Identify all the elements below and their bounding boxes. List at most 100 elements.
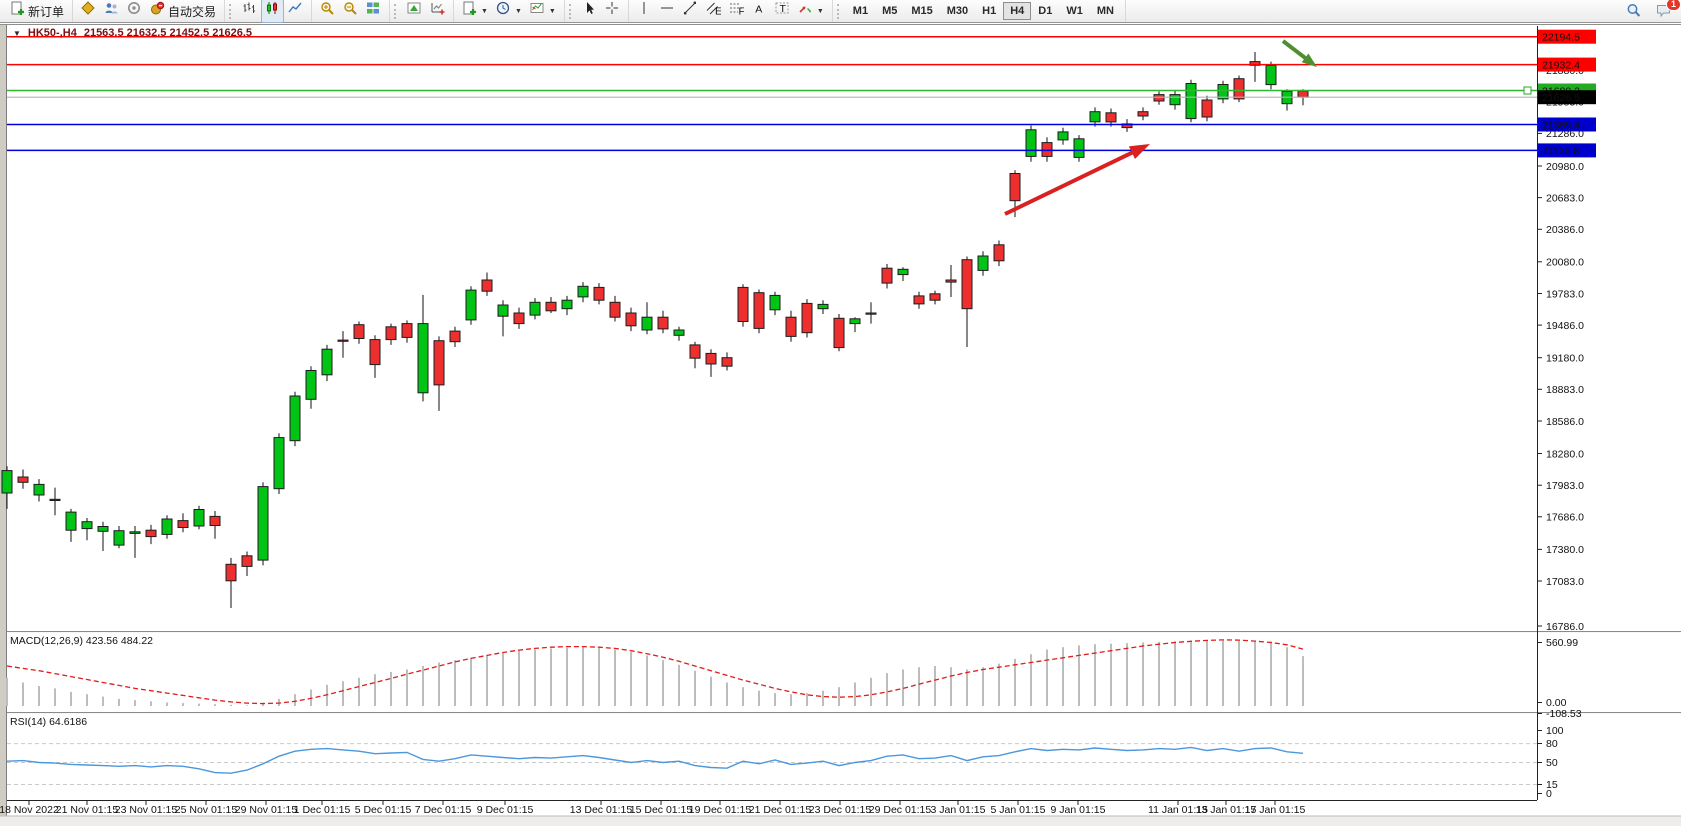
timeframe-d1[interactable]: D1 — [1038, 5, 1053, 17]
tile-windows-icon — [366, 1, 381, 21]
shapes-button[interactable]: ▼ — [794, 0, 828, 23]
new-chart-button[interactable]: ▼ — [458, 0, 492, 23]
price-badge-label: 21626.5 — [1542, 92, 1580, 104]
channel-button[interactable]: E — [702, 0, 725, 23]
zoom-out-icon — [343, 1, 358, 21]
trendline-icon — [683, 1, 698, 21]
date-tick-label: 21 Dec 01:15 — [749, 804, 812, 816]
rsi-axis-label: 0 — [1546, 788, 1552, 800]
new-order-button[interactable]: 新订单 — [6, 0, 68, 23]
price-badge — [1538, 57, 1596, 72]
timeframe-m15[interactable]: M15 — [911, 5, 933, 17]
autotrading-button[interactable]: 自动交易 — [146, 0, 220, 23]
bar-chart-button[interactable] — [238, 0, 261, 23]
price-tick-label: 19180.0 — [1546, 353, 1584, 365]
track-chart-icon — [430, 1, 445, 21]
date-tick-label: 17 Jan 01:15 — [1245, 804, 1306, 816]
price-tick-label: 20080.0 — [1546, 257, 1584, 269]
label-icon: T — [775, 1, 790, 21]
fibonacci-button[interactable]: F — [725, 0, 748, 23]
auto-arrange-button[interactable] — [403, 0, 426, 23]
timeframe-m1[interactable]: M1 — [852, 5, 869, 17]
macd-signal-line — [6, 639, 1304, 705]
horizontal-line-button[interactable] — [656, 0, 679, 23]
signals-icon — [127, 1, 142, 21]
autotrading-icon — [150, 1, 165, 21]
trend-arrow[interactable] — [1004, 149, 1137, 216]
bar-chart-icon — [242, 1, 257, 21]
crosshair-button[interactable] — [601, 0, 624, 23]
trendline-button[interactable] — [679, 0, 702, 23]
timeframe-m30[interactable]: M30 — [946, 5, 969, 17]
toolbar-grip — [394, 3, 399, 19]
toolbar: 新订单 自动交易 ▼ ▼ ▼ E F A T — [0, 0, 1681, 23]
date-tick-label: 9 Dec 01:15 — [477, 804, 534, 816]
rsi-label: RSI(14) 64.6186 — [10, 716, 87, 728]
rsi-axis-label: 50 — [1546, 757, 1558, 769]
date-tick-label: 3 Jan 01:15 — [931, 804, 986, 816]
text-button[interactable]: A — [748, 0, 771, 23]
price-tick-label: 18883.0 — [1546, 384, 1584, 396]
level-lines-group[interactable] — [7, 35, 1537, 152]
zoom-in-button[interactable] — [316, 0, 339, 23]
vertical-line-button[interactable] — [633, 0, 656, 23]
trend-arrow[interactable] — [1281, 39, 1310, 62]
timeframe-mn[interactable]: MN — [1096, 5, 1114, 17]
price-tick-label: 17983.0 — [1546, 480, 1584, 492]
price-badge-label: 21932.4 — [1542, 59, 1580, 71]
price-tick-label: 18280.0 — [1546, 448, 1584, 460]
candles-group — [1, 52, 1309, 608]
templates-button[interactable]: ▼ — [526, 0, 560, 23]
chat-icon[interactable]: 1 — [1656, 0, 1681, 24]
tile-windows-button[interactable] — [362, 0, 385, 23]
candlestick-chart-icon — [265, 1, 280, 21]
crosshair-icon — [605, 1, 620, 21]
trend-arrow-head[interactable] — [1301, 53, 1317, 68]
chevron-down-icon: ▼ — [514, 7, 522, 15]
date-tick-label: 11 Jan 01:15 — [1148, 804, 1208, 816]
accounts-button[interactable] — [100, 0, 123, 23]
timeframe-h1[interactable]: H1 — [982, 5, 997, 17]
label-button[interactable]: T — [771, 0, 794, 23]
cursor-icon — [582, 1, 597, 21]
line-handle[interactable] — [1523, 86, 1532, 95]
svg-text:A: A — [755, 4, 762, 16]
search-icon[interactable] — [1626, 3, 1642, 24]
timeframe-h4[interactable]: H4 — [1003, 2, 1032, 20]
timeframe-m5[interactable]: M5 — [882, 5, 898, 17]
date-tick-label: 9 Jan 01:15 — [1051, 804, 1106, 816]
date-tick-label: 19 Dec 01:15 — [689, 804, 752, 816]
date-tick-label: 7 Dec 01:15 — [415, 804, 472, 816]
date-tick-label: 25 Nov 01:15 — [175, 804, 238, 816]
shapes-icon — [798, 1, 813, 21]
chart-header: ▼ HK50-,H4 21563.5 21632.5 21452.5 21626… — [13, 27, 252, 39]
price-tick-label: 20980.0 — [1546, 161, 1584, 173]
trend-arrow-head[interactable] — [1128, 144, 1150, 159]
toolbar-grip — [568, 3, 574, 19]
auto-arrange-icon — [407, 1, 422, 21]
track-chart-button[interactable] — [426, 0, 449, 23]
chevron-down-icon: ▼ — [481, 7, 488, 15]
macd-axis-label: 560.99 — [1546, 637, 1578, 649]
price-tick-label: 19486.0 — [1546, 320, 1584, 332]
macd-label: MACD(12,26,9) 423.56 484.22 — [10, 635, 153, 647]
price-badge — [1538, 117, 1596, 132]
collapse-arrow-icon[interactable]: ▼ — [13, 28, 21, 38]
toolbar-grip — [229, 3, 234, 19]
chart-alert-button[interactable] — [77, 0, 100, 23]
zoom-out-button[interactable] — [339, 0, 362, 23]
rsi-axis-label: 15 — [1546, 779, 1558, 791]
signals-button[interactable] — [123, 0, 146, 23]
timeframe-w1[interactable]: W1 — [1066, 5, 1083, 17]
cursor-button[interactable] — [578, 0, 601, 23]
date-tick-label: 13 Jan 01:15 — [1196, 804, 1257, 816]
fibonacci-icon: F — [729, 1, 745, 21]
price-badge — [1538, 90, 1596, 105]
periods-button[interactable]: ▼ — [492, 0, 526, 23]
candlestick-chart-button[interactable] — [261, 0, 285, 23]
chevron-down-icon: ▼ — [548, 7, 556, 15]
line-chart-button[interactable] — [284, 0, 307, 23]
